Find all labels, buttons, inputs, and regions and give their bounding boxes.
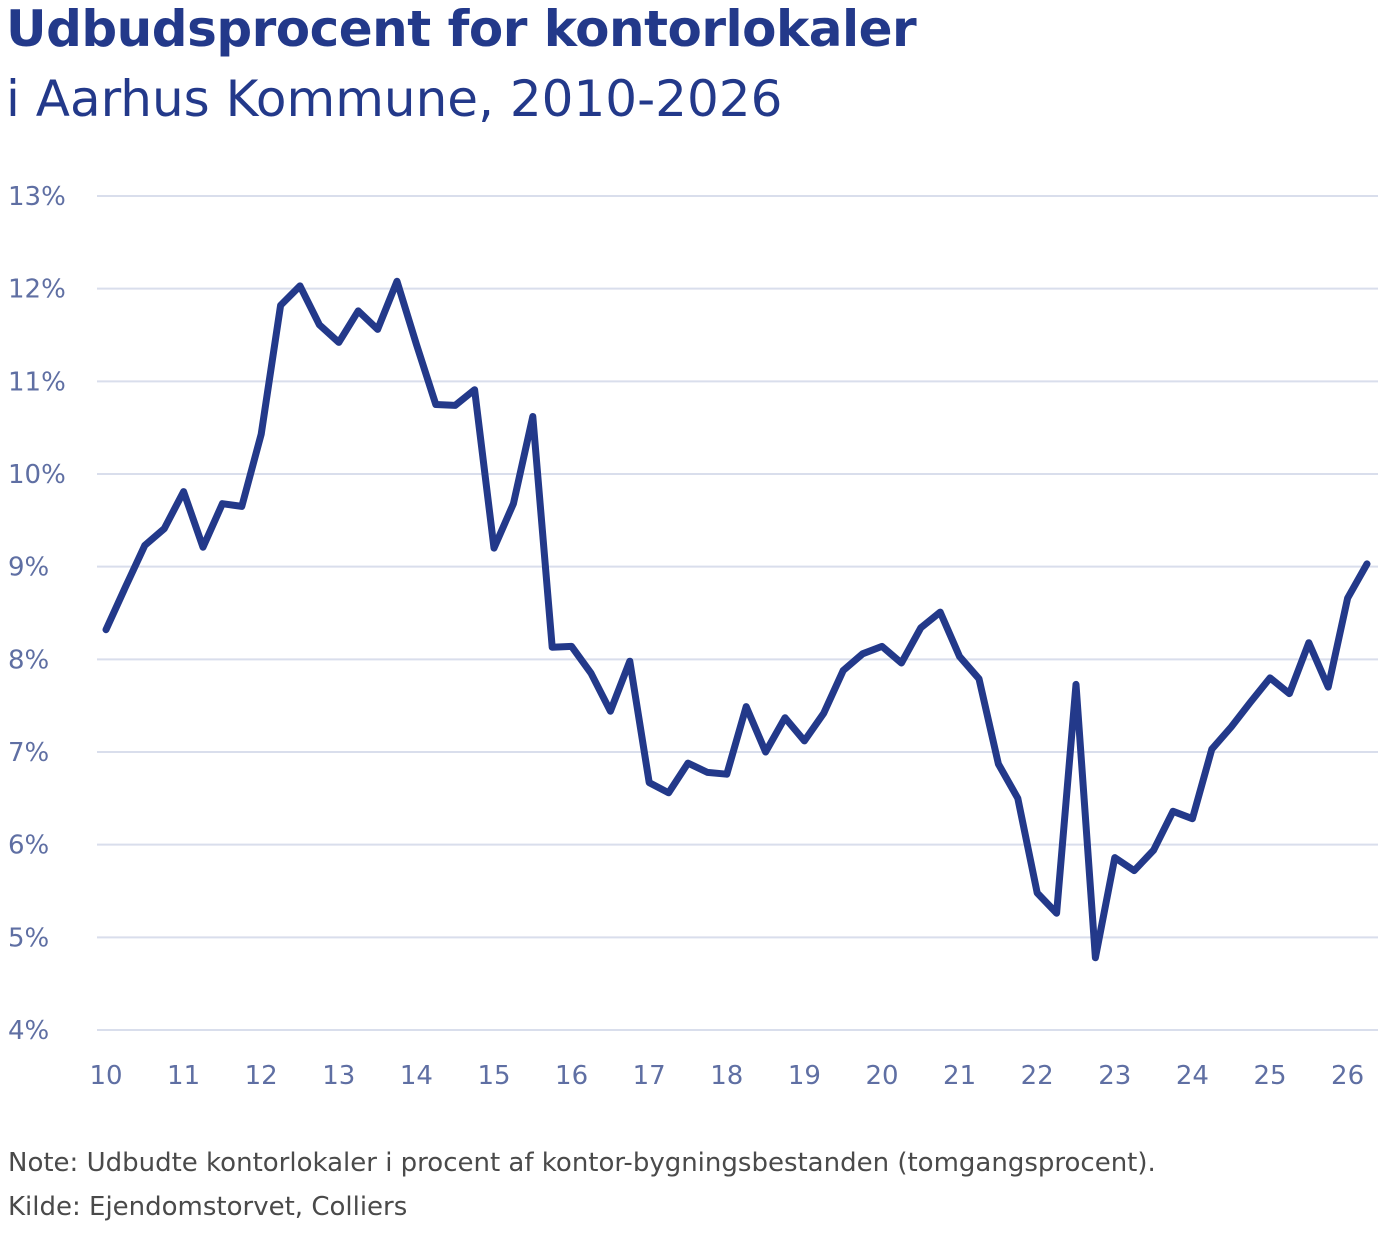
x-tick-label: 14 (400, 1061, 433, 1091)
x-tick-label: 11 (167, 1061, 200, 1091)
x-tick-label: 17 (633, 1061, 666, 1091)
x-tick-label: 25 (1253, 1061, 1286, 1091)
series-line (102, 277, 1371, 962)
x-axis-ticks: 10 11 12 13 14 15 16 17 18 19 20 21 22 23 24 25 26 (89, 1061, 1364, 1091)
series-group (102, 277, 1371, 962)
x-tick-label: 22 (1021, 1061, 1054, 1091)
y-tick-label: 12% (8, 275, 66, 305)
x-tick-label: 26 (1331, 1061, 1364, 1091)
y-tick-label: 6% (8, 831, 49, 861)
x-tick-label: 13 (322, 1061, 355, 1091)
y-tick-label: 7% (8, 738, 49, 768)
x-tick-label: 21 (943, 1061, 976, 1091)
chart-subtitle: i Aarhus Kommune, 2010-2026 (6, 70, 783, 128)
line-chart: 4%5%6%7%8%9%10%11%12%13% 10 11 12 13 14 15 16 1… (8, 182, 1378, 1091)
x-tick-label: 18 (710, 1061, 743, 1091)
y-tick-label: 4% (8, 1016, 49, 1046)
y-axis-ticks: 4% 5% 6% 7% 8% 9% 10% 11% 12% 13% (8, 182, 66, 1046)
y-tick-label: 11% (8, 367, 66, 397)
y-tick-label: 10% (8, 460, 66, 490)
chart-note: Note: Udbudte kontorlokaler i procent af… (8, 1148, 1156, 1178)
x-tick-label: 15 (477, 1061, 510, 1091)
y-tick-label: 8% (8, 645, 49, 675)
y-tick-label: 5% (8, 923, 49, 953)
x-tick-label: 10 (89, 1061, 122, 1091)
y-tick-label: 13% (8, 182, 66, 212)
x-tick-label: 20 (865, 1061, 898, 1091)
gridlines (97, 195, 1378, 1031)
x-tick-label: 24 (1176, 1061, 1209, 1091)
chart-title: Udbudsprocent for kontorlokaler (6, 0, 917, 58)
x-tick-label: 19 (788, 1061, 821, 1091)
x-tick-label: 12 (245, 1061, 278, 1091)
x-tick-label: 23 (1098, 1061, 1131, 1091)
x-tick-label: 16 (555, 1061, 588, 1091)
y-tick-label: 9% (8, 553, 49, 583)
chart-source: Kilde: Ejendomstorvet, Colliers (8, 1192, 408, 1222)
